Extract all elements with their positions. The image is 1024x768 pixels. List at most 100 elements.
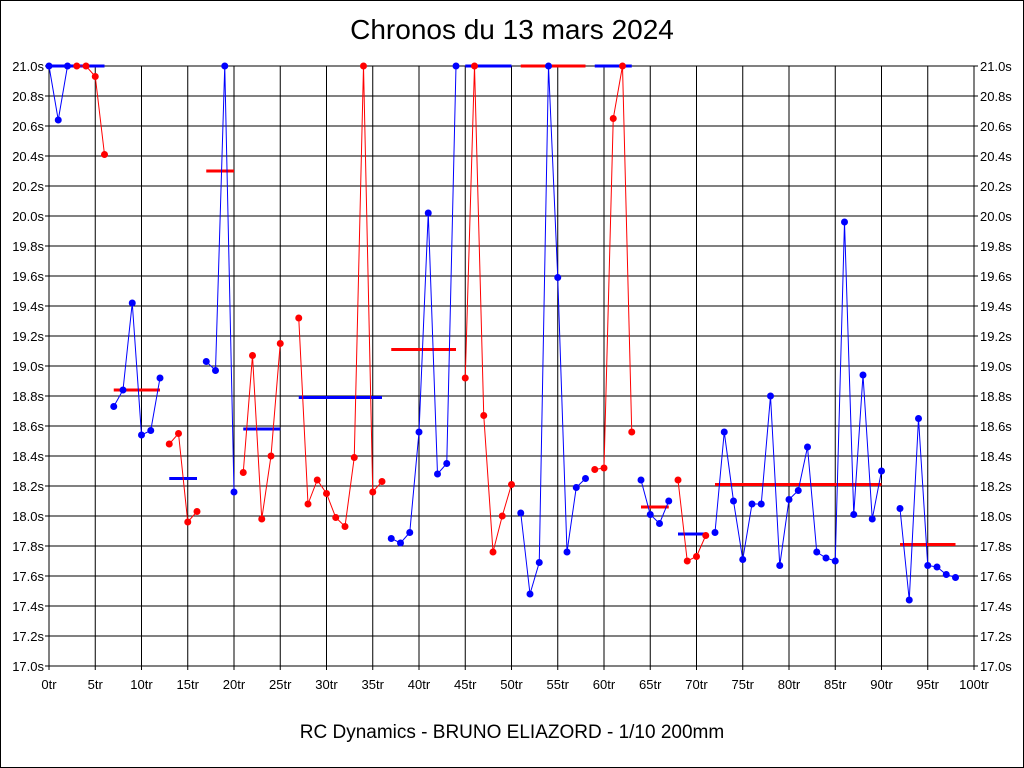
x-tick-label: 35tr: [362, 677, 385, 692]
series-line: [298, 65, 383, 528]
y-tick-label-right: 17.2s: [980, 629, 1012, 644]
lap-point: [665, 497, 673, 505]
series-line: [48, 65, 68, 121]
x-tick-label: 55tr: [547, 677, 570, 692]
lap-point: [859, 371, 867, 379]
lap-point: [868, 515, 876, 523]
y-tick-label-left: 17.4s: [12, 599, 44, 614]
lap-point: [563, 548, 571, 556]
x-tick-label: 30tr: [315, 677, 338, 692]
lap-point: [350, 454, 358, 461]
lap-point: [915, 415, 922, 422]
lap-point: [739, 556, 747, 563]
y-tick-label-left: 19.6s: [12, 269, 44, 284]
y-tick-label-right: 18.6s: [980, 419, 1012, 434]
lap-point: [619, 62, 626, 70]
y-tick-label-left: 18.0s: [12, 509, 44, 524]
lap-point: [683, 557, 691, 565]
lap-point: [545, 62, 552, 70]
y-tick-label-right: 20.8s: [980, 89, 1012, 104]
lap-point: [776, 562, 784, 569]
lap-point: [646, 511, 654, 518]
lap-point: [831, 557, 839, 565]
lap-point: [656, 520, 663, 527]
lap-point: [276, 340, 284, 347]
y-tick-label-right: 18.4s: [980, 449, 1012, 464]
x-tick-label: 50tr: [500, 677, 523, 692]
series-line: [640, 479, 670, 525]
lap-point: [942, 571, 950, 578]
y-tick-label-left: 17.8s: [12, 539, 44, 554]
x-tick-label: 100tr: [959, 677, 989, 692]
lap-point: [813, 548, 821, 556]
chart-title: Chronos du 13 mars 2024: [350, 14, 674, 45]
x-tick-label: 75tr: [732, 677, 755, 692]
chart-subtitle: RC Dynamics - BRUNO ELIAZORD - 1/10 200m…: [299, 722, 725, 743]
y-tick-label-right: 18.8s: [980, 389, 1012, 404]
lap-point: [267, 452, 275, 460]
lap-point: [54, 116, 62, 124]
y-tick-label-left: 18.8s: [12, 389, 44, 404]
lap-point: [582, 475, 589, 482]
x-tick-label: 95tr: [917, 677, 940, 692]
lap-point: [471, 62, 478, 70]
series-line: [168, 432, 198, 524]
lap-point: [128, 299, 136, 307]
lap-point: [933, 563, 941, 571]
y-tick-label-right: 20.0s: [980, 209, 1012, 224]
x-tick-label: 20tr: [223, 677, 246, 692]
y-tick-label-left: 20.2s: [12, 179, 44, 194]
series-line: [76, 65, 105, 155]
y-tick-label-right: 21.0s: [980, 59, 1012, 74]
y-tick-label-left: 18.6s: [12, 419, 44, 434]
lap-point: [461, 374, 469, 382]
y-tick-label-left: 20.0s: [12, 209, 44, 224]
lap-point: [434, 470, 441, 478]
x-tick-label: 70tr: [685, 677, 708, 692]
x-tick-label: 25tr: [269, 677, 292, 692]
lap-point: [804, 443, 811, 451]
lap-point: [591, 466, 599, 473]
y-tick-label-right: 17.8s: [980, 539, 1012, 554]
lap-point: [443, 460, 451, 467]
lap-point: [138, 431, 145, 439]
lap-point: [110, 403, 118, 410]
lap-point: [82, 62, 90, 70]
lap-point: [822, 554, 830, 562]
lap-point: [341, 523, 349, 530]
y-tick-label-left: 18.2s: [12, 479, 44, 494]
lap-point: [878, 467, 885, 475]
x-tick-label: 10tr: [130, 677, 153, 692]
lap-point: [369, 488, 377, 496]
lap-point: [572, 484, 580, 491]
y-tick-label-left: 17.6s: [12, 569, 44, 584]
y-tick-label-left: 19.2s: [12, 329, 44, 344]
lap-point: [184, 518, 192, 526]
lap-point: [850, 511, 858, 518]
y-tick-label-right: 17.6s: [980, 569, 1012, 584]
series-line: [594, 65, 633, 470]
series-line: [242, 343, 281, 520]
lap-point: [508, 481, 515, 488]
lap-point: [711, 529, 719, 536]
series-line: [113, 302, 161, 436]
y-tick-label-right: 19.0s: [980, 359, 1012, 374]
lap-point: [397, 539, 404, 547]
series-line: [677, 479, 707, 562]
series-line: [520, 65, 586, 595]
lap-point: [785, 496, 793, 503]
y-tick-label-left: 20.8s: [12, 89, 44, 104]
lap-point: [406, 529, 414, 536]
lap-point: [452, 62, 460, 70]
lap-point: [378, 478, 386, 485]
lap-point: [230, 488, 238, 496]
lap-point: [147, 427, 155, 434]
lap-point: [841, 218, 848, 226]
y-tick-label-right: 17.4s: [980, 599, 1012, 614]
y-tick-label-right: 20.4s: [980, 149, 1012, 164]
lap-point: [720, 428, 728, 436]
lap-point: [424, 209, 432, 217]
y-tick-label-left: 19.8s: [12, 239, 44, 254]
y-tick-label-right: 20.2s: [980, 179, 1012, 194]
x-tick-label: 60tr: [593, 677, 616, 692]
